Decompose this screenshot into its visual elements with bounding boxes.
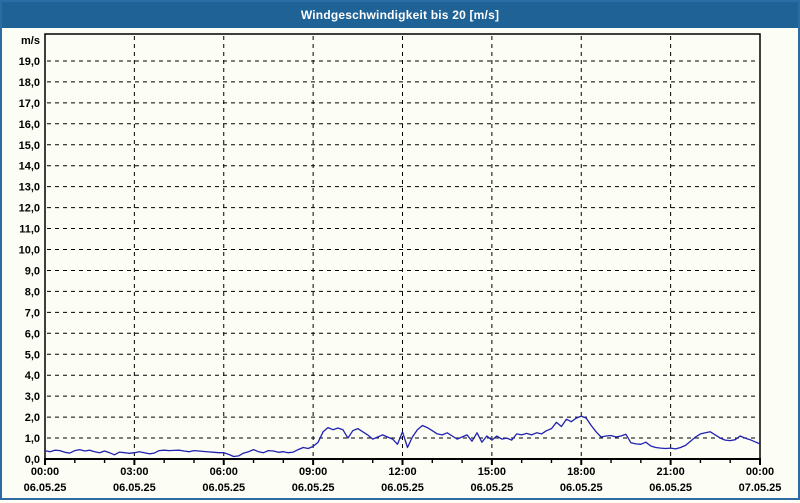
x-axis-date-label: 06.05.25 bbox=[202, 482, 245, 494]
y-axis-tick-label: 19,0 bbox=[19, 56, 40, 68]
y-axis-tick-label: 10,0 bbox=[19, 245, 40, 257]
y-axis-tick-label: 5,0 bbox=[25, 349, 40, 361]
x-axis-time-label: 00:00 bbox=[31, 466, 59, 478]
x-axis-time-label: 18:00 bbox=[567, 466, 595, 478]
x-axis-time-label: 06:00 bbox=[210, 466, 238, 478]
y-axis-tick-label: 17,0 bbox=[19, 98, 40, 110]
title-bar: Windgeschwindigkeit bis 20 [m/s] bbox=[2, 2, 798, 28]
y-axis-tick-label: 12,0 bbox=[19, 203, 40, 215]
wind-speed-chart: 0,0 1,0 2,0 3,0 4,0 5,0 6,0 7,0 8,0 9,0 10,0 11,0 12… bbox=[19, 33, 782, 494]
x-axis-time-label: 21:00 bbox=[657, 466, 685, 478]
y-axis-tick-label: 2,0 bbox=[25, 412, 40, 424]
x-axis-date-label: 06.05.25 bbox=[470, 482, 513, 494]
y-axis-tick-label: 15,0 bbox=[19, 140, 40, 152]
y-axis-tick-label: 0,0 bbox=[25, 454, 40, 466]
y-axis-tick-label: 4,0 bbox=[25, 370, 40, 382]
page-title: Windgeschwindigkeit bis 20 [m/s] bbox=[300, 8, 500, 22]
x-axis-time-label: 03:00 bbox=[120, 466, 148, 478]
wind-speed-line bbox=[44, 415, 761, 458]
x-axis-time-label: 15:00 bbox=[478, 466, 506, 478]
x-axis-date-label: 06.05.25 bbox=[292, 482, 335, 494]
y-axis-tick-label: 7,0 bbox=[25, 307, 40, 319]
x-axis-time-label: 00:00 bbox=[746, 466, 774, 478]
y-axis-tick-label: 11,0 bbox=[19, 224, 40, 236]
y-axis-tick-label: 1,0 bbox=[25, 433, 40, 445]
y-axis-tick-label: 16,0 bbox=[19, 119, 40, 131]
chart-area: 0,0 1,0 2,0 3,0 4,0 5,0 6,0 7,0 8,0 9,0 10,0 11,0 12… bbox=[2, 28, 798, 498]
y-axis-tick-label: 9,0 bbox=[25, 265, 40, 277]
x-axis-date-label: 06.05.25 bbox=[113, 482, 156, 494]
x-axis-date-label: 06.05.25 bbox=[560, 482, 603, 494]
y-axis-tick-label: 13,0 bbox=[19, 182, 40, 194]
y-axis-unit-label: m/s bbox=[21, 35, 40, 47]
x-axis-date-label: 06.05.25 bbox=[381, 482, 424, 494]
x-axis-time-label: 09:00 bbox=[299, 466, 327, 478]
x-axis-date-label: 06.05.25 bbox=[24, 482, 67, 494]
y-axis-tick-label: 3,0 bbox=[25, 391, 40, 403]
x-axis-date-label: 06.05.25 bbox=[649, 482, 692, 494]
y-axis-tick-label: 8,0 bbox=[25, 286, 40, 298]
y-axis-tick-label: 6,0 bbox=[25, 328, 40, 340]
x-axis-time-label: 12:00 bbox=[388, 466, 416, 478]
y-axis-tick-label: 14,0 bbox=[19, 161, 40, 173]
x-axis-date-label: 07.05.25 bbox=[739, 482, 782, 494]
y-axis-tick-label: 18,0 bbox=[19, 77, 40, 89]
